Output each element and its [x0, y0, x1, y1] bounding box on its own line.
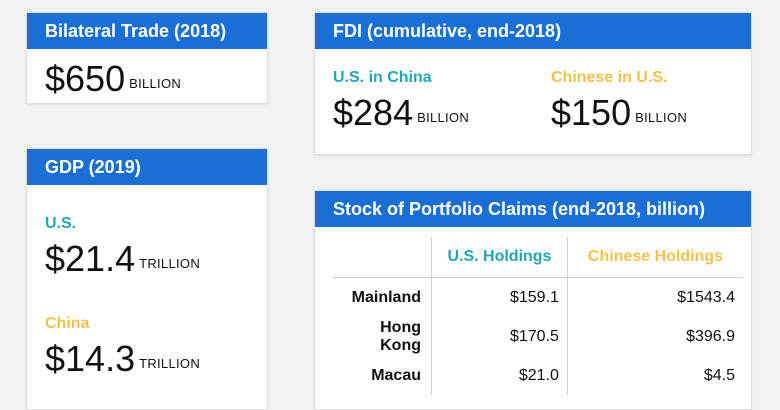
col-header-us-holdings: U.S. Holdings: [431, 237, 568, 278]
bilateral-trade-value: $650: [45, 58, 126, 99]
bilateral-trade-title: Bilateral Trade (2018): [27, 13, 267, 49]
fdi-cn-unit: BILLION: [635, 110, 688, 125]
portfolio-claims-table: U.S. Holdings Chinese Holdings Mainland …: [333, 237, 743, 395]
bilateral-trade-value-line: $650 BILLION: [45, 61, 181, 102]
gdp-us-unit: TRILLION: [139, 256, 201, 271]
gdp-us-value: $21.4: [45, 238, 136, 279]
fdi-us-value-line: $284 BILLION: [333, 95, 469, 136]
table-row: Hong Kong $170.5 $396.9: [333, 317, 743, 356]
us-holdings-value: $21.0: [431, 356, 568, 395]
gdp-cn-label: China: [45, 315, 90, 332]
chinese-holdings-value: $1543.4: [566, 277, 743, 317]
table-corner-cell: [333, 237, 432, 278]
col-header-chinese-holdings: Chinese Holdings: [566, 237, 743, 278]
us-holdings-value: $159.1: [431, 277, 568, 317]
bilateral-trade-card: Bilateral Trade (2018) $650 BILLION: [26, 12, 268, 104]
fdi-us-value: $284: [333, 92, 414, 133]
fdi-card: FDI (cumulative, end-2018) U.S. in China…: [314, 12, 752, 155]
gdp-cn-value-line: $14.3 TRILLION: [45, 341, 200, 382]
portfolio-claims-card: Stock of Portfolio Claims (end-2018, bil…: [314, 190, 752, 410]
portfolio-claims-title: Stock of Portfolio Claims (end-2018, bil…: [315, 191, 751, 227]
chinese-holdings-value: $4.5: [566, 356, 743, 395]
fdi-title: FDI (cumulative, end-2018): [315, 13, 751, 49]
gdp-cn-value: $14.3: [45, 338, 136, 379]
us-holdings-value: $170.5: [431, 317, 568, 356]
fdi-cn-value: $150: [551, 92, 632, 133]
row-label: Macau: [371, 366, 421, 384]
bilateral-trade-unit: BILLION: [129, 76, 182, 91]
row-label: Hong Kong: [380, 318, 421, 354]
table-header-row: U.S. Holdings Chinese Holdings: [333, 237, 743, 278]
gdp-us-value-line: $21.4 TRILLION: [45, 241, 200, 282]
chinese-holdings-value: $396.9: [566, 317, 743, 356]
gdp-card: GDP (2019) U.S. $21.4 TRILLION China $14.…: [26, 148, 268, 410]
gdp-cn-unit: TRILLION: [139, 356, 201, 371]
gdp-title: GDP (2019): [27, 149, 267, 185]
fdi-us-label: U.S. in China: [333, 69, 432, 86]
row-label: Mainland: [351, 288, 421, 306]
fdi-us-unit: BILLION: [417, 110, 470, 125]
table-row: Mainland $159.1 $1543.4: [333, 277, 743, 317]
fdi-cn-value-line: $150 BILLION: [551, 95, 687, 136]
gdp-us-label: U.S.: [45, 215, 77, 232]
fdi-cn-label: Chinese in U.S.: [551, 69, 668, 86]
table-row: Macau $21.0 $4.5: [333, 356, 743, 395]
